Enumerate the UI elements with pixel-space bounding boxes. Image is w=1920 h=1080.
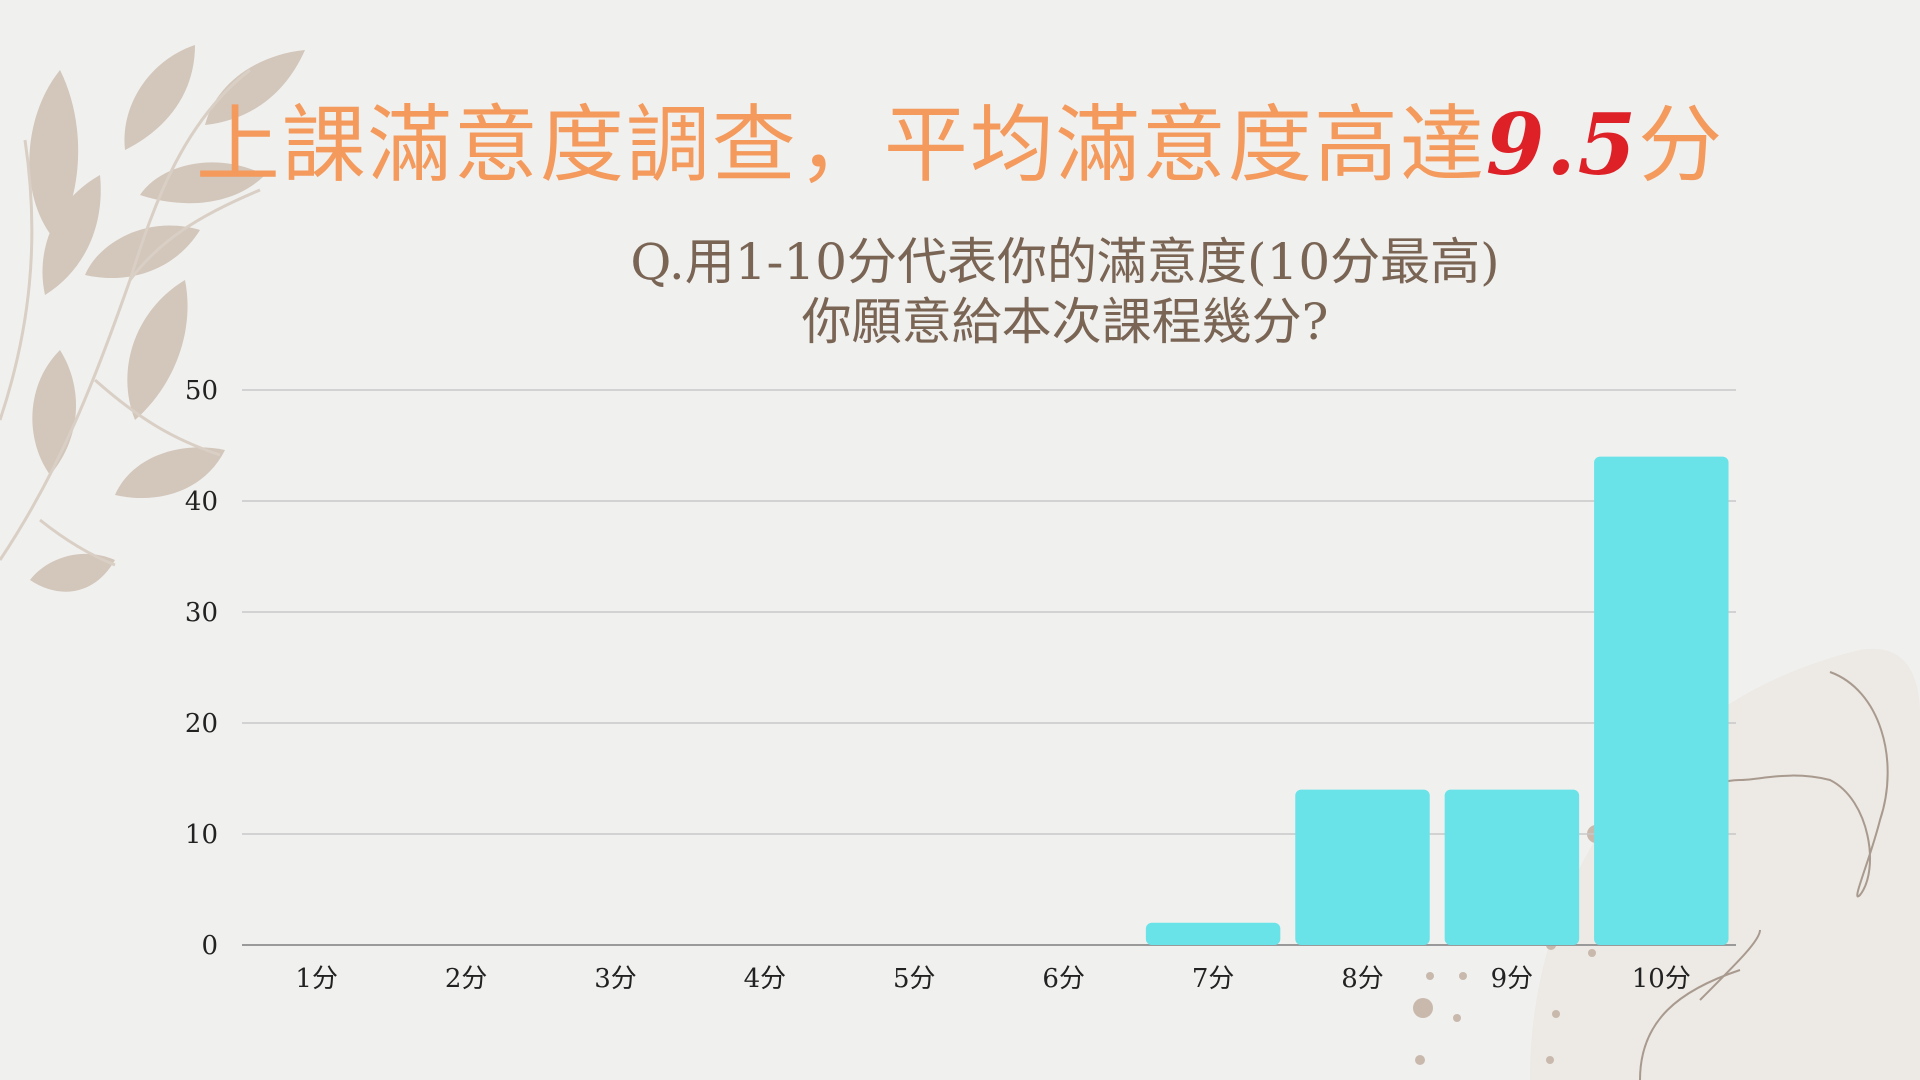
- page-title: 上課滿意度調查，平均滿意度高達9.5分: [0, 78, 1920, 199]
- question-line-2: 你願意給本次課程幾分?: [801, 293, 1329, 351]
- x-tick-label: 5分: [893, 964, 936, 994]
- x-tick-label: 8分: [1341, 964, 1384, 994]
- y-tick-label: 10: [185, 820, 218, 850]
- y-tick-label: 0: [201, 931, 218, 961]
- y-tick-label: 40: [185, 487, 218, 517]
- title-text: 上課滿意度調查，平均滿意度高達: [195, 96, 1486, 194]
- x-tick-label: 10分: [1632, 964, 1691, 994]
- y-tick-label: 20: [185, 709, 218, 739]
- x-tick-label: 6分: [1042, 964, 1085, 994]
- x-tick-label: 7分: [1192, 964, 1235, 994]
- x-tick-label: 3分: [594, 964, 637, 994]
- x-tick-label: 1分: [295, 964, 338, 994]
- y-tick-label: 50: [185, 376, 218, 406]
- bar-10: [1594, 456, 1729, 945]
- bar-8: [1295, 789, 1430, 945]
- bar-9: [1444, 789, 1580, 945]
- chart-question: Q.用1-10分代表你的滿意度(10分最高) 你願意給本次課程幾分?: [0, 232, 1920, 352]
- y-tick-label: 30: [185, 598, 218, 628]
- bar-7: [1145, 922, 1281, 945]
- title-unit: 分: [1638, 96, 1725, 194]
- x-tick-label: 2分: [445, 964, 488, 994]
- x-tick-label: 4分: [744, 964, 787, 994]
- average-score-highlight: 9.5: [1485, 95, 1639, 194]
- bars: [1145, 456, 1729, 945]
- x-axis-ticks: 1分 2分 3分 4分 5分 6分 7分 8分 9分 10分: [295, 964, 1690, 994]
- x-tick-label: 9分: [1491, 964, 1534, 994]
- question-line-1: Q.用1-10分代表你的滿意度(10分最高): [630, 233, 1500, 291]
- leaf-branch-decoration: [0, 45, 305, 592]
- y-axis-ticks: 0 10 20 30 40 50: [185, 376, 218, 961]
